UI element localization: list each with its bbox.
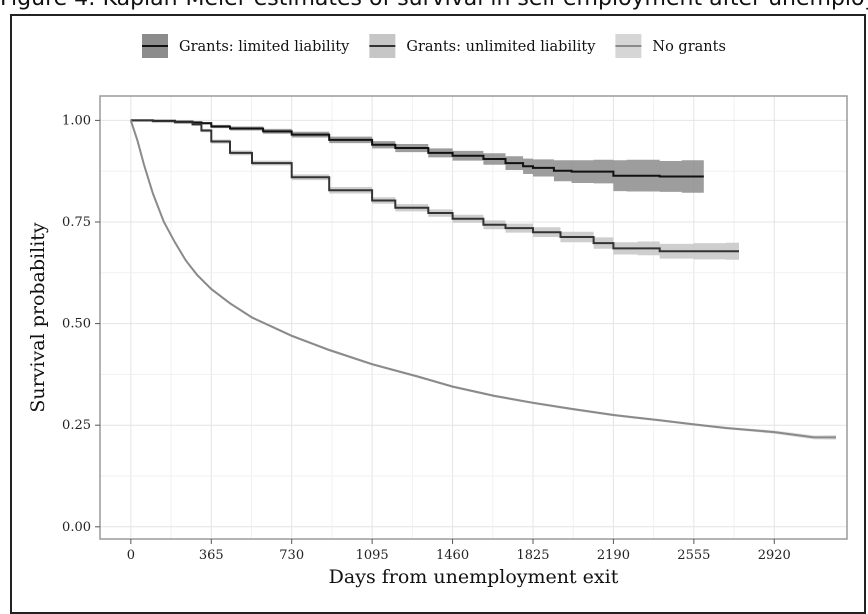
y-axis: 0.00 0.25 0.50 0.75 1.00 xyxy=(62,113,100,535)
y-axis-label: Survival probability xyxy=(27,222,49,413)
legend-item: Grants: unlimited liability xyxy=(369,34,596,58)
figure-frame: 0 365 730 1095 1460 1825 2190 2555 2920 0.00 0.25… xyxy=(10,14,866,614)
grid xyxy=(100,96,847,539)
x-tick-label: 2920 xyxy=(758,548,791,563)
x-tick-label: 1825 xyxy=(516,548,549,563)
legend-label: Grants: limited liability xyxy=(179,39,350,55)
x-axis: 0 365 730 1095 1460 1825 2190 2555 2920 xyxy=(127,539,791,563)
x-tick-label: 1460 xyxy=(436,548,469,563)
survival-curves xyxy=(129,119,836,439)
legend-item: No grants xyxy=(615,34,726,58)
legend-label: Grants: unlimited liability xyxy=(406,39,596,55)
plot-border xyxy=(99,95,848,540)
legend: Grants: limited liability Grants: unlimit… xyxy=(142,34,726,58)
survival-chart: 0 365 730 1095 1460 1825 2190 2555 2920 0.00 0.25… xyxy=(27,34,848,588)
y-tick-label: 0.25 xyxy=(62,418,91,433)
x-tick-label: 0 xyxy=(127,548,135,563)
legend-label: No grants xyxy=(652,39,726,55)
y-tick-label: 0.75 xyxy=(62,215,91,230)
survival-curve xyxy=(130,119,739,253)
y-tick-label: 1.00 xyxy=(62,113,91,128)
survival-curve xyxy=(129,120,836,439)
confidence-band xyxy=(130,120,704,194)
x-tick-label: 365 xyxy=(199,548,224,563)
confidence-bands xyxy=(130,120,837,440)
survival-curve xyxy=(130,119,704,178)
y-tick-label: 0.50 xyxy=(62,317,91,332)
x-tick-label: 730 xyxy=(279,548,304,563)
confidence-band xyxy=(130,120,740,261)
legend-item: Grants: limited liability xyxy=(142,34,350,58)
x-axis-label: Days from unemployment exit xyxy=(329,566,619,588)
x-tick-label: 2555 xyxy=(677,548,710,563)
x-tick-label: 2190 xyxy=(597,548,630,563)
confidence-band xyxy=(130,120,837,440)
x-tick-label: 1095 xyxy=(356,548,389,563)
y-tick-label: 0.00 xyxy=(62,520,91,535)
figure-caption: Figure 4: Kaplan-Meier estimates of surv… xyxy=(0,0,868,14)
